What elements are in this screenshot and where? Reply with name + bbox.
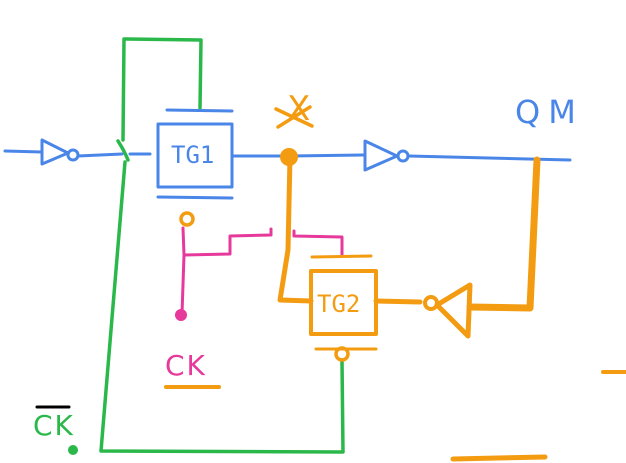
tg2-box xyxy=(309,269,378,336)
tg1-label: TG1 xyxy=(171,141,215,169)
x-node-dot xyxy=(280,148,298,166)
tg2-label: TG2 xyxy=(317,290,361,318)
x-node-label: X xyxy=(287,89,311,129)
clock-bar-label: CK xyxy=(33,409,75,442)
feedback-inverter-bubble xyxy=(423,295,439,311)
tg1-box xyxy=(156,122,234,189)
input-path xyxy=(3,108,572,200)
feedback-inverter-symbol xyxy=(434,282,473,339)
clock-bar-input-dot xyxy=(68,445,78,455)
output-inverter-bubble xyxy=(396,149,410,163)
input-buffer-symbol xyxy=(40,138,70,166)
output-label: QM xyxy=(515,93,584,131)
feedback-path xyxy=(164,105,626,462)
clock-input-dot xyxy=(175,309,187,321)
output-inverter-symbol xyxy=(363,139,399,172)
input-buffer-bubble xyxy=(66,148,80,162)
clock-bar-wire xyxy=(99,37,345,454)
tg1-gate-bubble xyxy=(179,211,195,227)
tg2-gate-bubble xyxy=(334,346,350,362)
clock-label: CK xyxy=(165,349,207,382)
clock-wire xyxy=(180,226,344,316)
